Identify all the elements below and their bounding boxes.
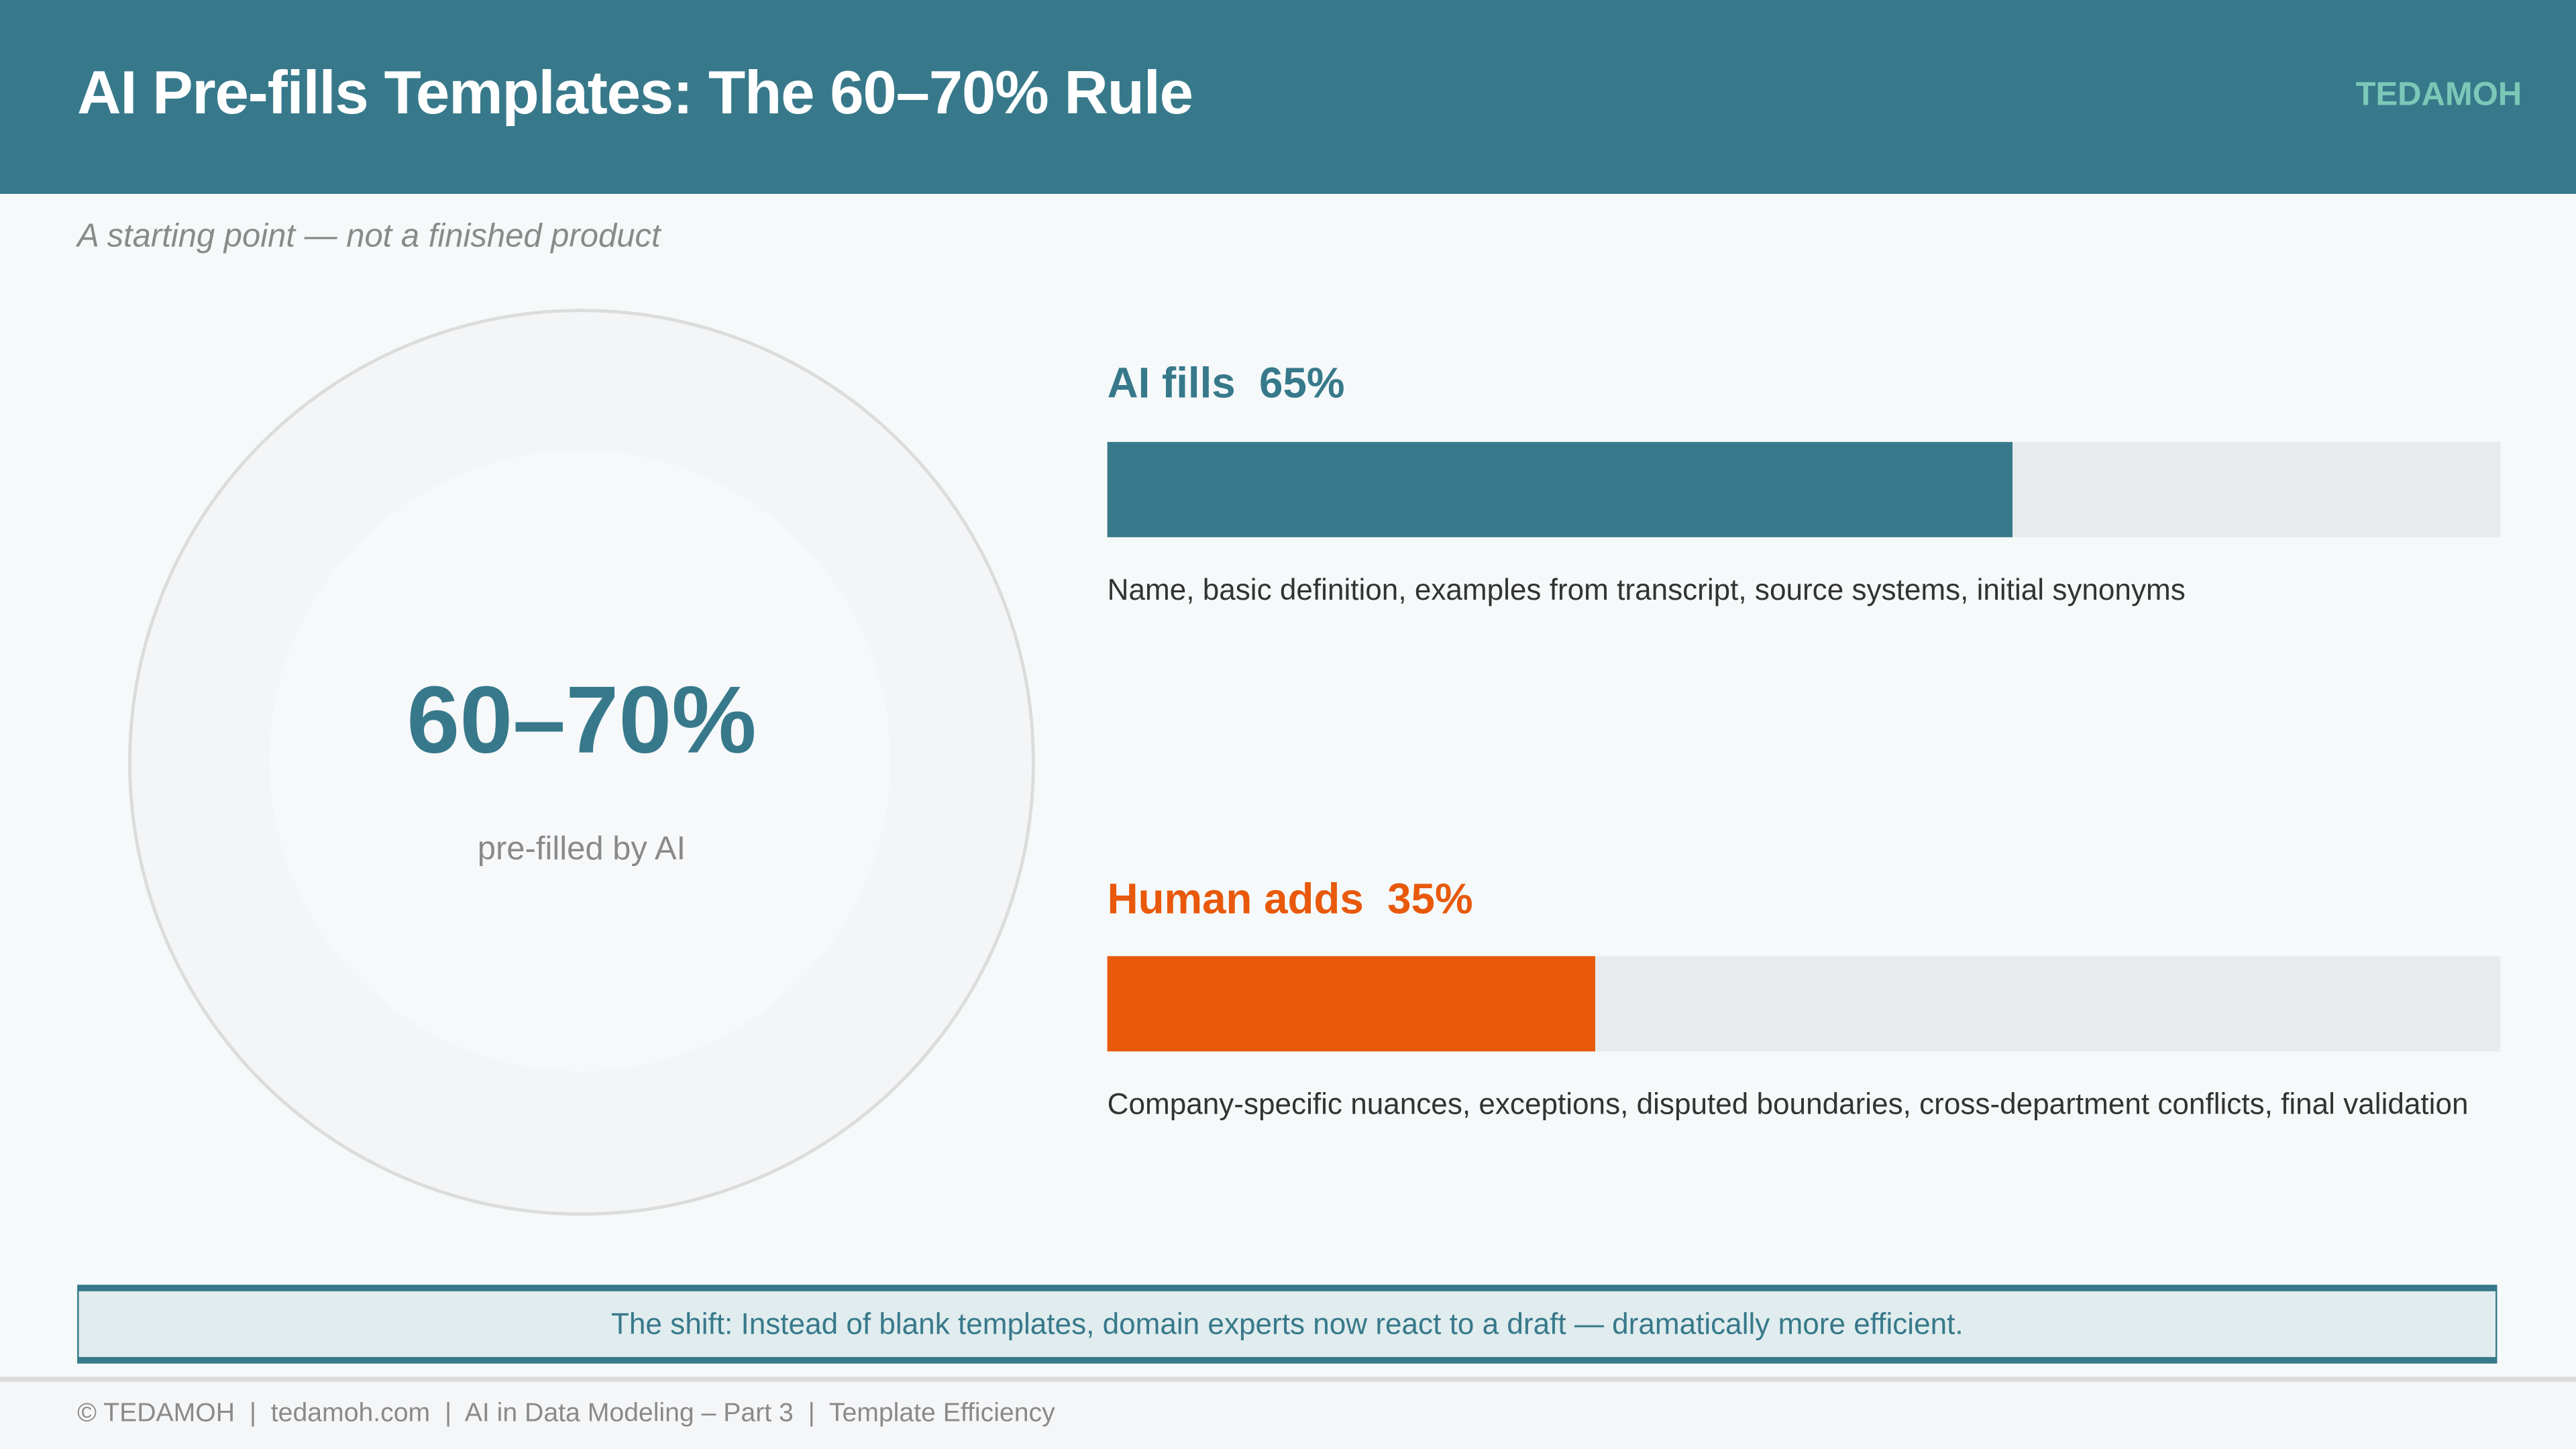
ai-fills-progress-bar [1107,441,2501,537]
ai-fills-description: Name, basic definition, examples from tr… [1107,573,2186,606]
page-title: AI Pre-fills Templates: The 60–70% Rule [77,59,1193,127]
callout-box: The shift: Instead of blank templates, d… [77,1285,2498,1364]
human-adds-progress-fill [1107,956,1595,1052]
footer-text: © TEDAMOH | tedamoh.com | AI in Data Mod… [77,1399,1055,1428]
donut-inner-circle [269,450,891,1071]
human-adds-progress-bar [1107,956,2501,1052]
donut-caption: pre-filled by AI [477,831,686,868]
callout-text: The shift: Instead of blank templates, d… [610,1307,1964,1340]
human-adds-label: Human adds 35% [1107,873,1473,924]
ai-fills-label: AI fills 65% [1107,358,1345,408]
donut-value: 60–70% [407,667,757,774]
brand-logo: TEDAMOH [2355,77,2522,113]
header-bar: AI Pre-fills Templates: The 60–70% Rule … [0,0,2576,194]
subtitle: A starting point — not a finished produc… [77,218,661,255]
footer: © TEDAMOH | tedamoh.com | AI in Data Mod… [0,1377,2576,1449]
ai-fills-progress-fill [1107,441,2013,537]
human-adds-description: Company-specific nuances, exceptions, di… [1107,1087,2469,1121]
